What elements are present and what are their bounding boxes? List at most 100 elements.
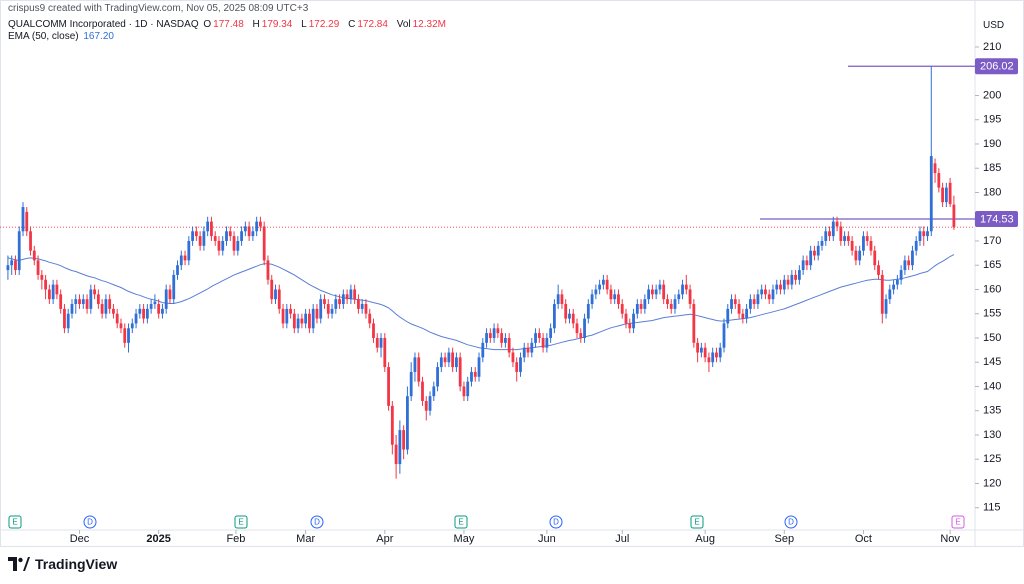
candle-body bbox=[737, 304, 741, 314]
candle bbox=[797, 265, 801, 285]
candle bbox=[801, 255, 805, 275]
level-label-bg bbox=[975, 211, 1018, 228]
candle-body bbox=[424, 401, 428, 411]
candle-body bbox=[330, 308, 334, 314]
candle bbox=[240, 226, 243, 246]
x-tick-label: Aug bbox=[695, 533, 715, 545]
candle bbox=[771, 284, 775, 305]
x-tick-label: Jun bbox=[538, 533, 556, 545]
candle bbox=[413, 352, 417, 382]
level-label-bg bbox=[975, 58, 1018, 75]
candle-body bbox=[583, 318, 586, 338]
candle-body bbox=[153, 301, 157, 305]
candle-body bbox=[654, 289, 658, 295]
candle bbox=[843, 231, 846, 246]
candle bbox=[903, 255, 907, 275]
candle-body bbox=[104, 299, 108, 314]
y-tick-label: 180 bbox=[983, 186, 1001, 198]
candle-body bbox=[929, 156, 933, 232]
candle bbox=[270, 274, 274, 305]
candle-body bbox=[707, 357, 711, 363]
candle bbox=[549, 323, 553, 343]
candle bbox=[835, 216, 839, 232]
candle bbox=[748, 294, 752, 314]
candle-body bbox=[349, 289, 353, 300]
candle-body bbox=[681, 284, 684, 295]
candle bbox=[477, 352, 481, 382]
candle-body bbox=[556, 294, 560, 305]
candle-body bbox=[684, 284, 688, 290]
candle-body bbox=[55, 284, 59, 295]
candle bbox=[620, 299, 624, 319]
candle-body bbox=[387, 367, 390, 406]
candle bbox=[161, 304, 164, 319]
candle bbox=[300, 313, 304, 329]
candle-body bbox=[775, 284, 779, 290]
candle-body bbox=[292, 313, 296, 329]
candle-body bbox=[850, 240, 854, 251]
y-tick-label: 135 bbox=[983, 405, 1001, 417]
candle bbox=[718, 342, 722, 363]
candle bbox=[29, 226, 32, 256]
candle-body bbox=[779, 284, 782, 290]
candle bbox=[884, 294, 888, 319]
candle bbox=[556, 284, 560, 309]
candle bbox=[601, 274, 605, 290]
candle bbox=[462, 381, 466, 402]
candle bbox=[164, 284, 168, 314]
candle-body bbox=[673, 299, 677, 309]
candle bbox=[119, 318, 123, 334]
candle-body bbox=[6, 265, 10, 271]
candle-body bbox=[29, 231, 32, 251]
candle-body bbox=[677, 294, 681, 300]
candle bbox=[944, 182, 948, 208]
y-tick-label: 165 bbox=[983, 259, 1001, 271]
event-label: D bbox=[314, 518, 320, 527]
candle-body bbox=[575, 323, 579, 334]
candle bbox=[907, 255, 911, 271]
ema-value: 167.20 bbox=[83, 31, 114, 42]
candle bbox=[10, 255, 14, 275]
candle bbox=[613, 289, 617, 305]
candle bbox=[775, 279, 779, 295]
candle bbox=[481, 337, 485, 363]
candle bbox=[598, 279, 602, 295]
y-tick-label: 115 bbox=[983, 502, 1001, 514]
symbol-title: QUALCOMM Incorporated · 1D · NASDAQ bbox=[8, 19, 199, 30]
candle-body bbox=[134, 313, 138, 324]
candle bbox=[552, 299, 556, 334]
candle bbox=[274, 284, 277, 305]
candle bbox=[213, 231, 217, 246]
candle bbox=[733, 294, 737, 309]
candle bbox=[277, 284, 281, 314]
candle bbox=[63, 304, 66, 334]
ohlc-label: H bbox=[252, 19, 260, 30]
candle-body bbox=[221, 240, 225, 251]
candle-body bbox=[552, 304, 556, 329]
candle bbox=[820, 236, 824, 251]
event-label: D bbox=[87, 518, 93, 527]
candle-body bbox=[447, 352, 451, 363]
candle-body bbox=[394, 444, 398, 465]
brand: TradingView bbox=[8, 556, 117, 572]
candle-body bbox=[722, 323, 726, 348]
candle-body bbox=[865, 236, 869, 241]
candle bbox=[319, 294, 323, 324]
candle-body bbox=[417, 357, 421, 382]
candle-body bbox=[81, 299, 85, 305]
candle-body bbox=[858, 250, 862, 261]
candle-body bbox=[115, 313, 119, 324]
candle bbox=[292, 308, 296, 334]
candle bbox=[760, 284, 764, 300]
candle bbox=[451, 347, 455, 372]
candle-body bbox=[379, 337, 383, 348]
candle bbox=[564, 299, 568, 324]
candle-body bbox=[500, 333, 504, 343]
candle-body bbox=[526, 347, 530, 353]
plot-border bbox=[0, 0, 1024, 547]
candle-body bbox=[432, 386, 436, 397]
candle bbox=[707, 352, 711, 372]
candle bbox=[285, 304, 289, 329]
